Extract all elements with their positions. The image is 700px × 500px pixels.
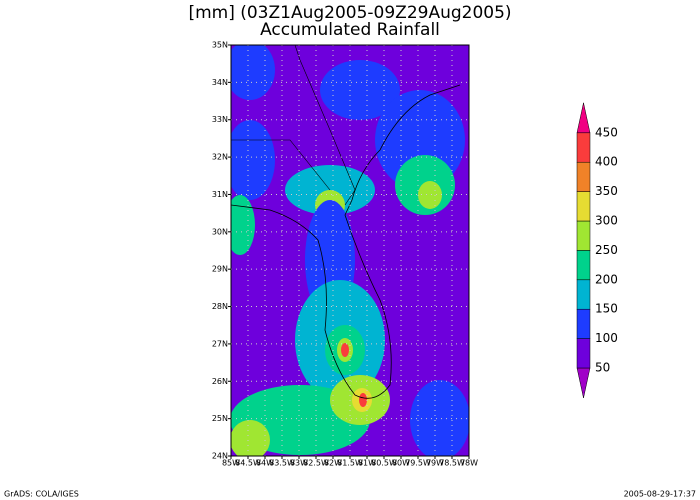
title: [mm] (03Z1Aug2005-09Z29Aug2005) <box>188 3 511 23</box>
lat-label: 28N <box>212 302 228 311</box>
lon-label: 85W <box>222 459 240 468</box>
subtitle: Accumulated Rainfall <box>260 20 440 40</box>
lon-label: 84W <box>256 459 274 468</box>
colorbar-label: 50 <box>595 361 610 375</box>
colorbar-segment <box>576 279 591 310</box>
colorbar-label: 450 <box>595 125 618 139</box>
lon-label: 83W <box>290 459 308 468</box>
lon-label: 78W <box>460 459 478 468</box>
lat-label: 32N <box>212 153 228 162</box>
lon-label: 82.5W <box>303 459 329 468</box>
lon-label: 80.5W <box>371 459 397 468</box>
colorbar-label: 250 <box>595 243 618 257</box>
colorbar-segment <box>576 161 591 192</box>
lat-label: 31N <box>212 190 228 199</box>
colorbar-segment <box>576 102 591 134</box>
lon-label: 79W <box>426 459 444 468</box>
colorbar-segment <box>576 250 591 281</box>
lon-label: 83.5W <box>269 459 295 468</box>
colorbar-segment <box>576 191 591 222</box>
colorbar-segment <box>576 132 591 163</box>
lon-label: 82W <box>324 459 342 468</box>
lat-label: 26N <box>212 377 228 386</box>
footer-left: GrADS: COLA/IGES <box>4 490 79 499</box>
colorbar-label: 100 <box>595 331 618 345</box>
lat-label: 27N <box>212 339 228 348</box>
colorbar: 50 100 150 200 250 300 350 400 450 <box>576 102 618 399</box>
lon-label: 78.5W <box>439 459 465 468</box>
colorbar-label: 400 <box>595 155 618 169</box>
colorbar-segment <box>576 308 591 339</box>
lat-label: 33N <box>212 115 228 124</box>
colorbar-segment <box>576 367 591 399</box>
lon-label: 81.5W <box>337 459 363 468</box>
axis-labels: 24N25N26N27N28N29N30N31N32N33N34N35N85W8… <box>212 41 478 468</box>
colorbar-segment <box>576 220 591 251</box>
lon-label: 80W <box>392 459 410 468</box>
lat-label: 35N <box>212 41 228 50</box>
colorbar-label: 350 <box>595 184 618 198</box>
colorbar-label: 200 <box>595 272 618 286</box>
colorbar-label: 300 <box>595 214 618 228</box>
lat-label: 25N <box>212 414 228 423</box>
colorbar-label: 150 <box>595 302 618 316</box>
graticule <box>231 45 469 456</box>
lat-label: 30N <box>212 227 228 236</box>
lon-label: 79.5W <box>405 459 431 468</box>
lon-label: 81W <box>358 459 376 468</box>
lat-label: 24N <box>212 452 228 461</box>
rainfall-field <box>231 45 469 456</box>
lon-label: 84.5W <box>235 459 261 468</box>
colorbar-segment <box>576 338 591 369</box>
lat-label: 34N <box>212 78 228 87</box>
lat-label: 29N <box>212 265 228 274</box>
footer-right: 2005-08-29-17:37 <box>624 490 696 499</box>
